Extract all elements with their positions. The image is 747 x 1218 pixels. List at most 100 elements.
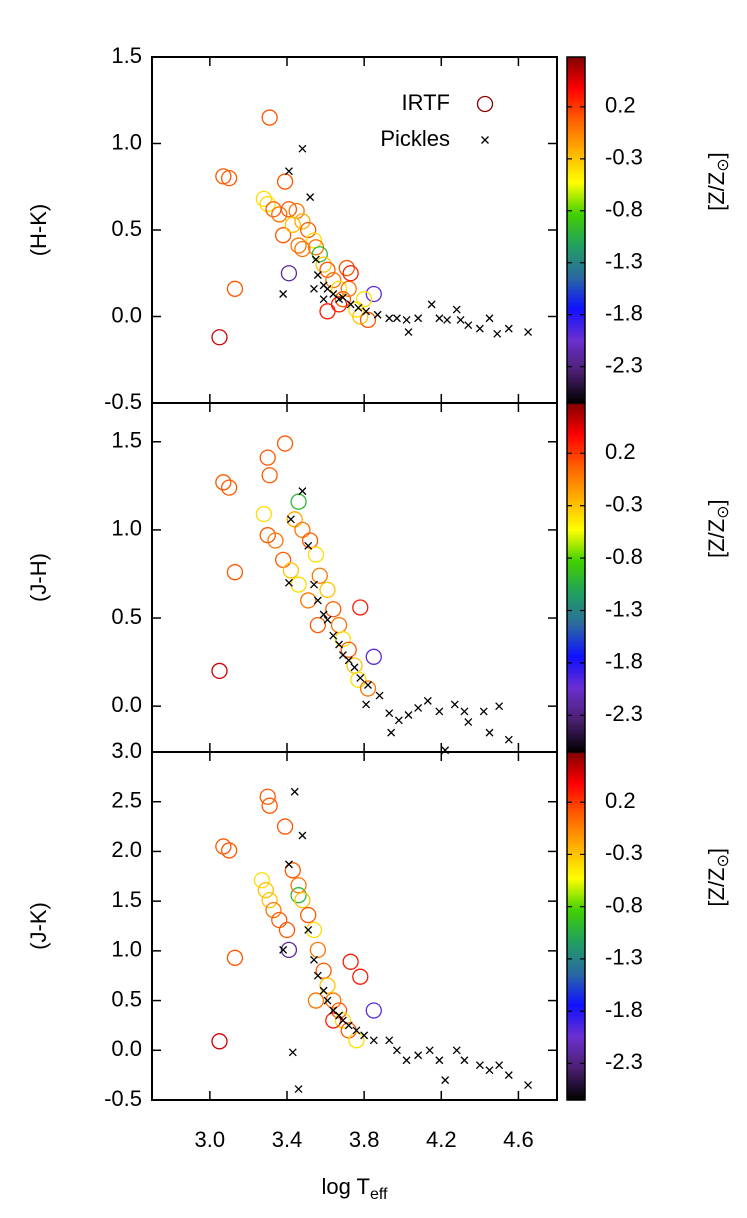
- colorbar-tick-label: -0.8: [605, 544, 643, 569]
- colorbar-band: [567, 960, 585, 963]
- irtf-point: [334, 1012, 352, 1029]
- colorbar-band: [567, 341, 585, 344]
- colorbar-band: [567, 800, 585, 803]
- irtf-point: [365, 648, 382, 665]
- colorbar-band: [567, 944, 585, 947]
- colorbar-band: [567, 920, 585, 923]
- irtf-point: [350, 671, 367, 688]
- colorbar-band: [567, 497, 585, 500]
- colorbar-tick-label: -1.3: [605, 596, 643, 621]
- irtf-point: [271, 206, 288, 223]
- irtf-point: [276, 818, 294, 835]
- colorbar-band: [567, 1032, 585, 1035]
- irtf-point: [215, 838, 232, 855]
- colorbar-band: [567, 832, 585, 835]
- colorbar-band: [567, 1070, 585, 1073]
- plot-frame: [151, 751, 558, 1101]
- colorbar-band: [567, 705, 585, 708]
- pickles-point: [495, 1061, 504, 1070]
- colorbar-band: [567, 217, 585, 220]
- colorbar-band: [567, 133, 585, 136]
- colorbar-band: [567, 587, 585, 590]
- colorbar-band: [567, 559, 585, 562]
- colorbar-band: [567, 285, 585, 288]
- colorbar-band: [567, 409, 585, 412]
- colorbar-band: [567, 353, 585, 356]
- colorbar-band: [567, 345, 585, 348]
- colorbar-tick-label: -0.3: [605, 145, 643, 170]
- colorbar-band: [567, 1020, 585, 1023]
- colorbar-band: [567, 275, 585, 278]
- irtf-point: [334, 291, 352, 308]
- colorbar-band: [567, 101, 585, 104]
- colorbar-band: [567, 864, 585, 867]
- colorbar-band: [567, 601, 585, 604]
- colorbar-band: [567, 733, 585, 736]
- colorbar-band: [567, 545, 585, 548]
- colorbar-band: [567, 776, 585, 779]
- pickles-point: [335, 640, 344, 649]
- colorbar-tick-label: -1.8: [605, 997, 643, 1022]
- colorbar-band: [567, 926, 585, 929]
- colorbar-band: [567, 145, 585, 148]
- colorbar-band: [567, 976, 585, 979]
- colorbar-band: [567, 593, 585, 596]
- irtf-point: [255, 190, 273, 208]
- colorbar-band: [567, 277, 585, 280]
- colorbar-label: [Z/Z⊙]: [704, 848, 732, 907]
- colorbar-band: [567, 487, 585, 490]
- pickles-point: [460, 1056, 469, 1065]
- colorbar-band: [567, 567, 585, 570]
- pickles-point: [427, 300, 436, 309]
- colorbar-band: [567, 892, 585, 895]
- legend-label: IRTF: [402, 90, 450, 115]
- pickles-point: [356, 674, 365, 682]
- irtf-point: [290, 493, 307, 510]
- colorbar-band: [567, 337, 585, 340]
- colorbar-tick-label: -2.3: [605, 701, 643, 726]
- pickles-point: [392, 314, 401, 323]
- colorbar-band: [567, 389, 585, 392]
- colorbar-band: [567, 719, 585, 722]
- colorbar-band: [567, 577, 585, 580]
- pickles-point: [387, 728, 396, 737]
- colorbar-band: [567, 349, 585, 352]
- colorbar-band: [567, 529, 585, 532]
- colorbar-band: [567, 970, 585, 973]
- colorbar-band: [567, 123, 585, 126]
- colorbar-band: [567, 283, 585, 286]
- colorbar-band: [567, 185, 585, 188]
- colorbar-band: [567, 485, 585, 488]
- colorbar-band: [567, 321, 585, 324]
- colorbar-label-text: [Z/Z: [704, 172, 729, 211]
- colorbar-band: [567, 383, 585, 386]
- y-tick-label: 0.0: [111, 302, 142, 327]
- pickles-point: [360, 1031, 369, 1040]
- colorbar-band: [567, 902, 585, 905]
- irtf-point: [325, 992, 342, 1009]
- colorbar-band: [567, 143, 585, 146]
- colorbar-band: [567, 425, 585, 428]
- colorbar-band: [567, 737, 585, 740]
- colorbar-band: [567, 754, 585, 757]
- colorbar-band: [567, 579, 585, 582]
- colorbar-band: [567, 1036, 585, 1039]
- x-tick-label: 3.8: [349, 1127, 380, 1152]
- y-tick-label: 3.0: [111, 738, 142, 763]
- colorbar-band: [567, 483, 585, 486]
- colorbar-band: [567, 187, 585, 190]
- colorbar-band: [567, 535, 585, 538]
- colorbar-band: [567, 477, 585, 480]
- colorbar-band: [567, 768, 585, 771]
- colorbar-band: [567, 61, 585, 64]
- pickles-point: [319, 610, 328, 619]
- colorbar-band: [567, 683, 585, 686]
- pickles-point: [362, 307, 371, 316]
- irtf-point: [307, 546, 325, 563]
- colorbar-band: [567, 834, 585, 837]
- colorbar-band: [567, 479, 585, 482]
- pickles-point: [311, 255, 320, 264]
- pickles-point: [493, 329, 502, 338]
- colorbar-band: [567, 103, 585, 106]
- colorbar-band: [567, 177, 585, 180]
